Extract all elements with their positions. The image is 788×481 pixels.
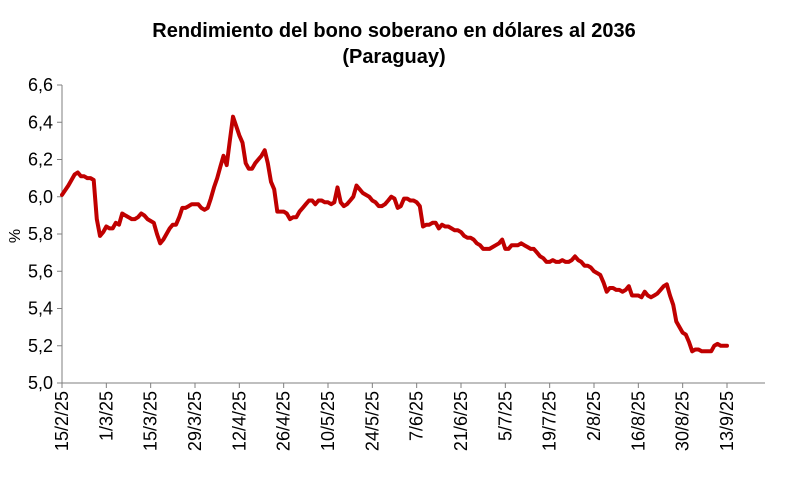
x-tick-label: 13/9/25 [717, 391, 737, 451]
y-axis-label: % [7, 229, 24, 243]
x-tick-label: 1/3/25 [96, 391, 116, 441]
x-tick-label: 26/4/25 [274, 391, 294, 451]
chart-title-block: Rendimiento del bono soberano en dólares… [0, 18, 788, 70]
y-tick-label: 5,0 [28, 373, 53, 393]
x-tick-label: 29/3/25 [185, 391, 205, 451]
series-line [60, 114, 729, 354]
x-tick-label: 5/7/25 [495, 391, 515, 441]
x-tick-label: 10/5/25 [318, 391, 338, 451]
y-tick-label: 6,4 [28, 112, 53, 132]
x-axis: 15/2/25 1/3/25 15/3/25 29/3/25 12/4/25 26/4/2… [52, 382, 765, 451]
y-tick-label: 6,0 [28, 187, 53, 207]
series-group [60, 114, 729, 354]
x-tick-label: 30/8/25 [673, 391, 693, 451]
x-tick-label: 7/6/25 [407, 391, 427, 441]
y-tick-label: 5,6 [28, 261, 53, 281]
y-axis: 5,0 5,2 5,4 5,6 5,8 6,0 6,2 6,4 6,6 [28, 75, 63, 393]
y-tick-label: 5,4 [28, 299, 53, 319]
x-tick-label: 21/6/25 [451, 391, 471, 451]
x-tick-label: 19/7/25 [540, 391, 560, 451]
x-tick-label: 24/5/25 [362, 391, 382, 451]
y-tick-label: 6,2 [28, 150, 53, 170]
x-tick-label: 15/3/25 [141, 391, 161, 451]
x-tick-label: 2/8/25 [584, 391, 604, 441]
x-tick-label: 16/8/25 [628, 391, 648, 451]
x-tick-label: 15/2/25 [52, 391, 72, 451]
y-tick-label: 5,2 [28, 336, 53, 356]
chart-subtitle: (Paraguay) [342, 46, 446, 68]
y-tick-label: 6,6 [28, 75, 53, 95]
chart-title: Rendimiento del bono soberano en dólares… [152, 20, 636, 42]
y-tick-label: 5,8 [28, 224, 53, 244]
x-tick-label: 12/4/25 [229, 391, 249, 451]
